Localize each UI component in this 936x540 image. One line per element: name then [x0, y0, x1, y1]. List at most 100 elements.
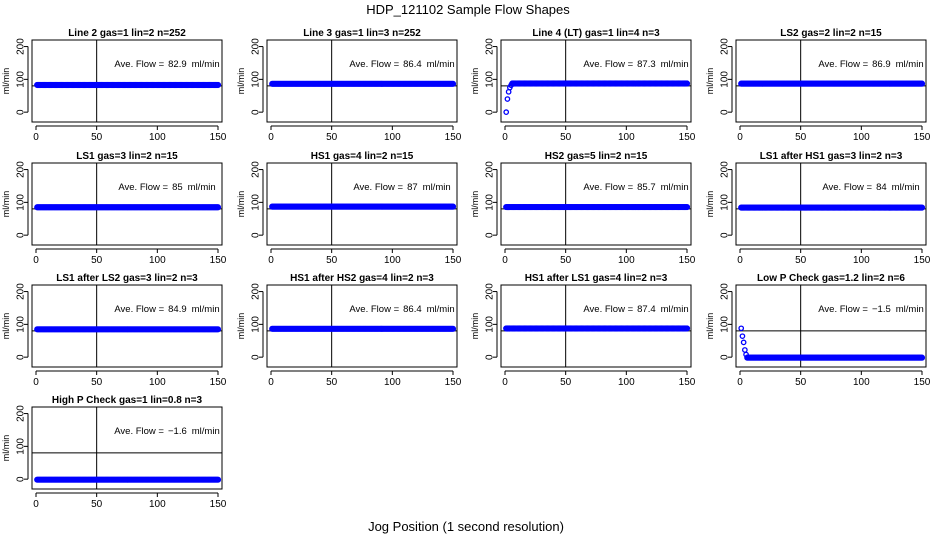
x-tick-label: 150: [445, 377, 462, 388]
plot-frame: [31, 162, 223, 246]
panel-title: Line 4 (LT) gas=1 lin=4 n=3: [532, 28, 660, 39]
ave-flow-annotation: Ave. Flow = 87.3 ml/min: [583, 59, 688, 70]
ave-flow-value: 87.3: [637, 59, 656, 70]
x-tick-label: 50: [326, 255, 338, 266]
data-points: [503, 80, 691, 116]
y-tick-label: 100: [720, 316, 731, 333]
ave-flow-prefix: Ave. Flow =: [353, 182, 403, 193]
data-point: [503, 109, 510, 116]
plot-frame: [735, 39, 927, 123]
y-tick-label: 0: [720, 232, 731, 238]
panel-grid: Line 2 gas=1 lin=2 n=252 0 50 100 150 0 100 200…: [1, 28, 931, 510]
ave-flow-unit: ml/min: [192, 426, 220, 437]
y-axis-label: ml/min: [236, 191, 246, 218]
data-point: [683, 325, 691, 332]
panel-title: HS1 after LS1 gas=4 lin=2 n=3: [525, 273, 668, 284]
y-tick-label: 200: [16, 405, 27, 422]
panel-title: Line 2 gas=1 lin=2 n=252: [68, 28, 186, 39]
panel-12: Low P Check gas=1.2 lin=2 n=6 0 50 100 150 0 1…: [705, 273, 931, 388]
y-axis-label: ml/min: [236, 313, 246, 340]
x-tick-label: 0: [33, 255, 39, 266]
data-point: [683, 80, 691, 87]
ave-flow-annotation: Ave. Flow = 86.4 ml/min: [349, 59, 454, 70]
y-axis-label: ml/min: [1, 313, 11, 340]
data-point: [449, 325, 457, 332]
panel-title: Line 3 gas=1 lin=3 n=252: [303, 28, 421, 39]
ave-flow-prefix: Ave. Flow =: [583, 59, 633, 70]
ave-flow-value: 86.4: [403, 304, 422, 315]
x-tick-label: 100: [853, 255, 870, 266]
ave-flow-unit: ml/min: [192, 304, 220, 315]
x-tick-label: 150: [445, 132, 462, 143]
x-tick-label: 50: [91, 132, 103, 143]
x-tick-label: 0: [737, 132, 743, 143]
ave-flow-annotation: Ave. Flow = 84 ml/min: [822, 182, 919, 193]
x-tick-label: 150: [210, 255, 227, 266]
y-tick-label: 0: [720, 109, 731, 115]
panel-1: Line 2 gas=1 lin=2 n=252 0 50 100 150 0 100 200…: [1, 28, 227, 143]
plot-frame: [735, 162, 927, 246]
ave-flow-prefix: Ave. Flow =: [114, 426, 164, 437]
x-tick-label: 150: [210, 377, 227, 388]
y-tick-label: 0: [485, 232, 496, 238]
x-tick-label: 150: [679, 255, 696, 266]
plot-frame: [735, 284, 927, 368]
data-points: [503, 203, 691, 211]
x-tick-label: 150: [914, 377, 931, 388]
data-point: [683, 203, 691, 211]
x-tick-label: 0: [33, 499, 39, 510]
y-tick-label: 100: [16, 438, 27, 455]
ave-flow-unit: ml/min: [661, 59, 689, 70]
ave-flow-unit: ml/min: [896, 59, 924, 70]
data-points: [738, 325, 926, 361]
x-tick-label: 0: [33, 132, 39, 143]
panel-title: HS1 after HS2 gas=4 lin=2 n=3: [290, 273, 434, 284]
panel-title: High P Check gas=1 lin=0.8 n=3: [52, 395, 203, 406]
ave-flow-annotation: Ave. Flow = 86.9 ml/min: [818, 59, 923, 70]
ave-flow-value: −1.5: [872, 304, 891, 315]
y-tick-label: 0: [485, 109, 496, 115]
plot-frame: [266, 162, 458, 246]
y-tick-label: 0: [16, 109, 27, 115]
y-axis-label: ml/min: [236, 68, 246, 95]
x-tick-label: 0: [268, 132, 274, 143]
y-tick-label: 200: [485, 38, 496, 55]
data-points: [269, 203, 457, 210]
data-points: [738, 80, 926, 87]
figure-x-label: Jog Position (1 second resolution): [368, 519, 564, 534]
y-tick-label: 100: [251, 194, 262, 211]
x-tick-label: 50: [91, 255, 103, 266]
x-tick-label: 50: [560, 255, 572, 266]
x-tick-label: 150: [914, 255, 931, 266]
y-tick-label: 200: [16, 283, 27, 300]
x-tick-label: 100: [853, 377, 870, 388]
panel-10: HS1 after HS2 gas=4 lin=2 n=3 0 50 100 150 0 1…: [236, 273, 462, 388]
panel-6: HS1 gas=4 lin=2 n=15 0 50 100 150 0 100 200 ml/m…: [236, 151, 462, 266]
data-point: [742, 347, 748, 353]
y-tick-label: 100: [16, 316, 27, 333]
x-tick-label: 150: [679, 377, 696, 388]
ave-flow-annotation: Ave. Flow = 86.4 ml/min: [349, 304, 454, 315]
ave-flow-unit: ml/min: [427, 59, 455, 70]
x-tick-label: 50: [560, 377, 572, 388]
y-axis-label: ml/min: [470, 313, 480, 340]
ave-flow-unit: ml/min: [892, 182, 920, 193]
ave-flow-prefix: Ave. Flow =: [583, 182, 633, 193]
y-axis-label: ml/min: [1, 435, 11, 462]
data-point: [449, 203, 457, 210]
data-point: [738, 325, 745, 332]
plot-frame: [500, 39, 692, 123]
plot-frame: [500, 162, 692, 246]
ave-flow-prefix: Ave. Flow =: [349, 304, 399, 315]
y-tick-label: 200: [251, 283, 262, 300]
data-point: [214, 204, 222, 211]
data-point: [918, 80, 926, 87]
ave-flow-prefix: Ave. Flow =: [114, 304, 164, 315]
panel-7: HS2 gas=5 lin=2 n=15 0 50 100 150 0 100 200 ml/m…: [470, 151, 696, 266]
data-point: [504, 96, 511, 102]
x-tick-label: 100: [149, 132, 166, 143]
panel-3: Line 4 (LT) gas=1 lin=4 n=3 0 50 100 150 0 100…: [470, 28, 696, 143]
y-tick-label: 0: [251, 232, 262, 238]
x-tick-label: 100: [149, 499, 166, 510]
x-tick-label: 50: [795, 132, 807, 143]
